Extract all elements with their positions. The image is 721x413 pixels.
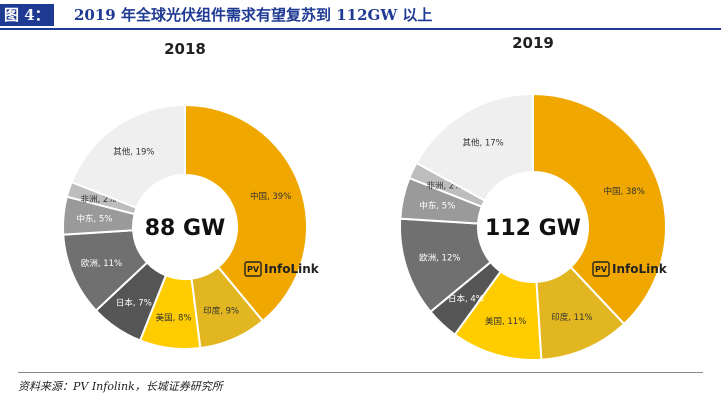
donut-slice-china (184, 103, 308, 323)
slice-label: 中国, 39% (250, 191, 291, 202)
slice-label: 美国, 8% (156, 312, 192, 323)
source-divider (18, 372, 703, 373)
slice-label: 印度, 11% (551, 312, 592, 323)
center-total-label: 88 GW (145, 216, 226, 241)
slice-label: 欧洲, 11% (81, 258, 122, 269)
slice-label: 中东, 5% (76, 213, 112, 224)
chart-title: 2019 (512, 34, 554, 52)
donut-slice-other (415, 92, 534, 202)
source-note: 资料来源：PV Infolink，长城证券研究所 (18, 380, 223, 393)
svg-text:InfoLink: InfoLink (612, 262, 668, 276)
slice-label: 非洲, 2% (426, 180, 462, 191)
donut-slice-other (70, 103, 186, 210)
infolink-logo: PV InfoLink (592, 261, 668, 277)
figure-title: 2019 年全球光伏组件需求有望复苏到 112GW 以上 (74, 6, 433, 24)
donut-slice-china (532, 92, 667, 326)
slice-label: 中国, 38% (603, 186, 644, 197)
slice-label: 美国, 11% (485, 316, 526, 327)
svg-text:InfoLink: InfoLink (264, 262, 320, 276)
slice-label: 日本, 4% (448, 293, 484, 304)
slice-label: 非洲, 2% (81, 194, 117, 205)
slice-label: 日本, 7% (116, 297, 152, 308)
donut-chart-2019: 2019 中国, 38% 印度, 11% 美国, 11% 日本, 4% 欧洲, 12% 中东… (399, 34, 668, 361)
slice-label: 其他, 19% (113, 147, 154, 158)
chart-title: 2018 (164, 40, 206, 58)
infolink-logo: PV InfoLink (244, 261, 320, 277)
center-total-label: 112 GW (485, 216, 581, 241)
slice-label: 其他, 17% (462, 138, 503, 149)
slice-label: 印度, 9% (203, 306, 239, 317)
donut-chart-2018: 2018 中国, 39% 印度, 9% 美国, 8% 日本, 7% 欧洲, 11% 中东, … (62, 40, 320, 350)
slice-label: 欧洲, 12% (419, 252, 460, 263)
donut-charts: 2018 中国, 39% 印度, 9% 美国, 8% 日本, 7% 欧洲, 11% 中东, … (62, 34, 668, 361)
figure-title-bar: 图 4： 2019 年全球光伏组件需求有望复苏到 112GW 以上 (0, 0, 721, 30)
figure-number-tag: 图 4： (0, 4, 54, 26)
slice-label: 中东, 5% (419, 201, 455, 212)
svg-text:PV: PV (247, 265, 260, 274)
svg-text:PV: PV (595, 265, 608, 274)
